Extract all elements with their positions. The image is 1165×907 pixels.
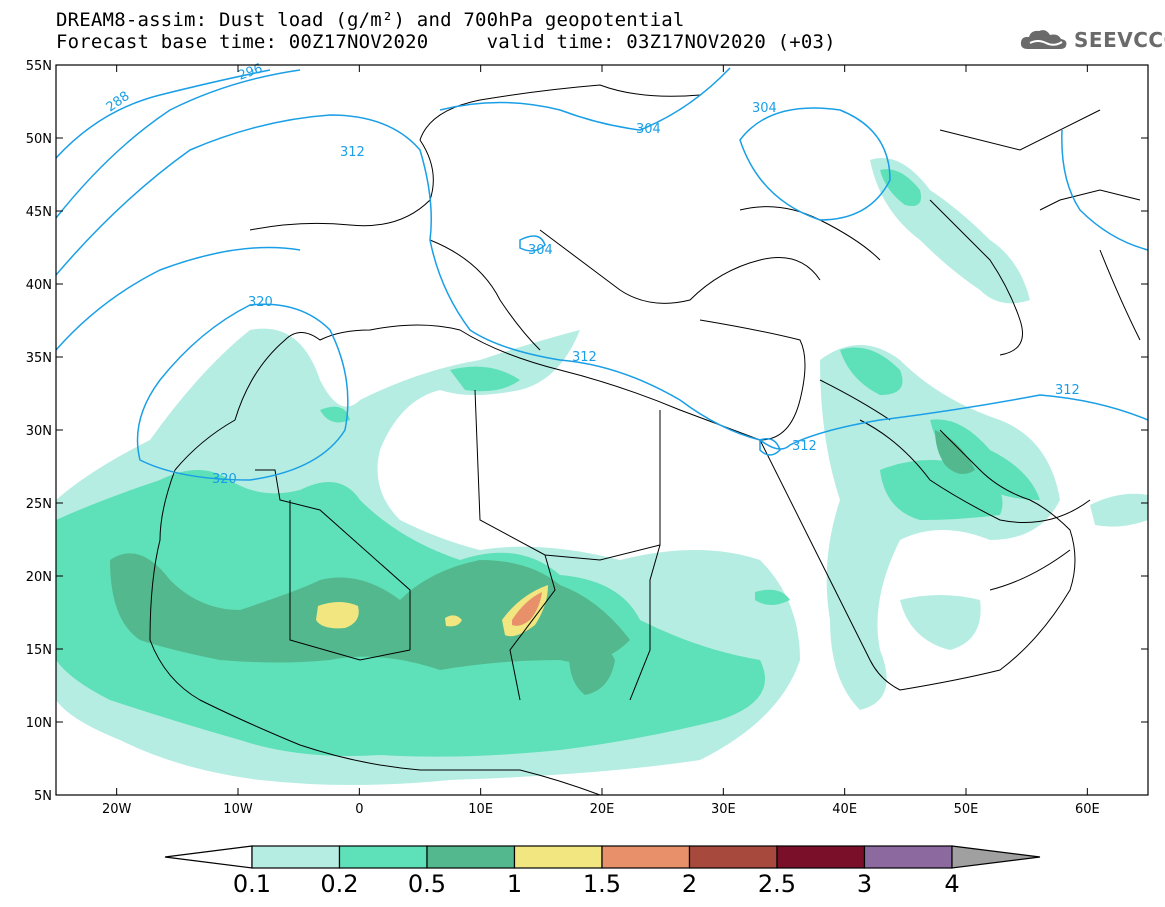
title-line-2: Forecast base time: 00Z17NOV2020 valid t… <box>56 31 836 53</box>
cloud-icon <box>1020 30 1067 49</box>
lon-label: 20W <box>102 802 132 817</box>
lat-label: 45N <box>26 205 52 220</box>
contour-label: 312 <box>792 439 817 454</box>
lat-label: 35N <box>26 351 52 366</box>
colorbar-swatch <box>426 845 516 869</box>
lon-label: 40E <box>832 802 857 817</box>
lat-label: 25N <box>26 497 52 512</box>
contour-label: 304 <box>752 101 777 116</box>
colorbar-label: 0.1 <box>233 870 271 898</box>
colorbar-label: 0.2 <box>320 870 358 898</box>
lat-label: 5N <box>34 789 52 804</box>
colorbar-swatch <box>776 845 866 869</box>
contour-label: 312 <box>572 350 597 365</box>
lon-label: 50E <box>954 802 979 817</box>
seevccc-logo: SEEVCCC <box>1018 26 1165 54</box>
lon-label: 20E <box>590 802 615 817</box>
lat-label: 55N <box>26 59 52 74</box>
colorbar-swatch <box>688 845 778 869</box>
lon-label: 10W <box>223 802 253 817</box>
colorbar-label: 1 <box>507 870 522 898</box>
coastlines <box>149 84 1141 795</box>
contour-label: 304 <box>528 243 553 258</box>
contour-label: 312 <box>340 145 365 160</box>
lat-label: 15N <box>26 643 52 658</box>
lat-label: 40N <box>26 278 52 293</box>
contour-label: 312 <box>1055 383 1080 398</box>
colorbar-label: 3 <box>857 870 872 898</box>
colorbar-swatch <box>251 845 341 869</box>
lon-label: 10E <box>468 802 493 817</box>
colorbar-label: 0.5 <box>408 870 446 898</box>
colorbar-label: 4 <box>944 870 959 898</box>
colorbar: 0.1 0.2 0.5 1 1.5 2 2.5 3 4 <box>164 845 1041 898</box>
lon-label: 60E <box>1075 802 1100 817</box>
colorbar-label: 2.5 <box>758 870 796 898</box>
title-line-1: DREAM8-assim: Dust load (g/m²) and 700hP… <box>56 9 685 31</box>
lon-axis: 20W 10W 0 10E 20E 30E 40E 50E 60E <box>102 65 1100 817</box>
lat-axis: 55N 50N 45N 40N 35N 30N 25N 20N 15N 10N 5N <box>26 59 1148 804</box>
lon-label: 30E <box>711 802 736 817</box>
colorbar-swatch <box>601 845 691 869</box>
contour-label: 320 <box>248 295 273 310</box>
contour-label: 304 <box>636 122 661 137</box>
lat-label: 20N <box>26 570 52 585</box>
contour-label: 320 <box>212 472 237 487</box>
lat-label: 50N <box>26 132 52 147</box>
colorbar-swatch <box>863 845 953 869</box>
colorbar-overflow <box>951 845 1041 869</box>
colorbar-label: 2 <box>682 870 697 898</box>
lat-label: 30N <box>26 424 52 439</box>
logo-text: SEEVCCC <box>1074 28 1165 52</box>
lon-label: 0 <box>355 802 363 817</box>
colorbar-label: 1.5 <box>583 870 621 898</box>
dust-field <box>56 65 1148 795</box>
colorbar-swatch <box>338 845 428 869</box>
geopotential-contours <box>56 67 1148 481</box>
colorbar-underflow <box>164 845 253 869</box>
colorbar-swatch <box>513 845 603 869</box>
lat-label: 10N <box>26 716 52 731</box>
